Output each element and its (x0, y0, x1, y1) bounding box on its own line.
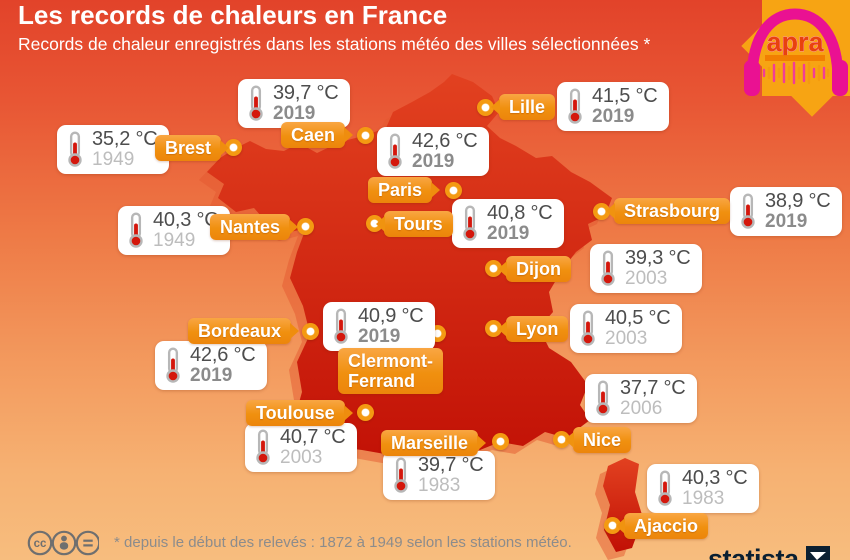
record-temp: 41,5 °C (592, 85, 658, 107)
thermometer-icon (568, 88, 582, 125)
record-card-brest: 35,2 °C 1949 (57, 125, 169, 174)
record-year: 2006 (620, 398, 663, 419)
city-dot-nantes (296, 217, 314, 235)
city-dot-paris (444, 181, 462, 199)
apra-tagline-bar (765, 55, 825, 61)
header: Les records de chaleurs en France Record… (18, 0, 651, 55)
cc-attribution-icon (51, 530, 77, 556)
record-card-lyon: 40,5 °C 2003 (570, 304, 682, 353)
city-label-ajaccio: Ajaccio (624, 513, 709, 540)
record-year: 2019 (190, 365, 233, 386)
record-temp: 40,9 °C (358, 305, 424, 327)
record-card-ajaccio: 40,3 °C 1983 (647, 464, 759, 513)
city-label-strasbourg: Strasbourg (614, 198, 731, 225)
record-card-caen: 39,7 °C 2019 (238, 79, 350, 128)
record-temp: 39,3 °C (625, 247, 691, 269)
city-label-dijon: Dijon (506, 256, 571, 283)
apra-logo: apra (741, 0, 850, 117)
record-year: 2019 (592, 106, 635, 127)
record-card-marseille: 39,7 °C 1983 (383, 451, 495, 500)
city-label-nantes: Nantes (210, 214, 291, 241)
city-dot-lille (476, 98, 494, 116)
city-label-nice: Nice (573, 427, 632, 454)
record-temp: 42,6 °C (190, 344, 256, 366)
city-label-marseille: Marseille (381, 430, 479, 457)
thermometer-icon (394, 457, 408, 494)
city-label-brest: Brest (155, 135, 222, 162)
record-card-tours: 40,8 °C 2019 (452, 199, 564, 248)
city-label-lyon: Lyon (506, 316, 569, 343)
record-year: 1949 (153, 230, 196, 251)
city-label-paris: Paris (368, 177, 433, 204)
record-card-toulouse: 40,7 °C 2003 (245, 423, 357, 472)
record-card-dijon: 39,3 °C 2003 (590, 244, 702, 293)
thermometer-icon (68, 131, 82, 168)
thermometer-icon (334, 308, 348, 345)
thermometer-icon (658, 470, 672, 507)
city-label-toulouse: Toulouse (246, 400, 345, 427)
record-year: 2003 (605, 328, 648, 349)
record-temp: 40,3 °C (153, 209, 219, 231)
cc-nd-icon (75, 530, 99, 556)
record-year: 2003 (280, 447, 323, 468)
record-card-paris: 42,6 °C 2019 (377, 127, 489, 176)
statista-logo: statista (708, 546, 830, 560)
thermometer-icon (463, 205, 477, 242)
record-card-lille: 41,5 °C 2019 (557, 82, 669, 131)
thermometer-icon (166, 347, 180, 384)
record-temp: 38,9 °C (765, 190, 831, 212)
headphones-icon (744, 8, 848, 96)
page-title: Les records de chaleurs en France (18, 0, 448, 30)
thermometer-icon (388, 133, 402, 170)
record-year: 2019 (358, 326, 401, 347)
waveform-icon (762, 61, 830, 85)
record-year: 1949 (92, 149, 135, 170)
thermometer-icon (249, 85, 263, 122)
cc-license-icon: cc (27, 530, 53, 556)
record-temp: 40,3 °C (682, 467, 748, 489)
city-label-lille: Lille (499, 94, 556, 121)
record-year: 2003 (625, 268, 668, 289)
footnote: * depuis le début des relevés : 1872 à 1… (114, 534, 572, 551)
record-temp: 40,8 °C (487, 202, 553, 224)
page-subtitle: Records de chaleur enregistrés dans les … (18, 34, 651, 55)
thermometer-icon (741, 193, 755, 230)
city-label-tours: Tours (384, 211, 453, 238)
city-dot-bordeaux (301, 322, 319, 340)
city-dot-marseille (491, 432, 509, 450)
license-icons: cc (27, 530, 99, 556)
thermometer-icon (596, 380, 610, 417)
city-dot-toulouse (356, 403, 374, 421)
record-year: 2019 (273, 103, 316, 124)
record-card-bordeaux: 42,6 °C 2019 (155, 341, 267, 390)
apra-wordmark: apra (766, 27, 824, 57)
record-temp: 35,2 °C (92, 128, 158, 150)
record-card-nice: 37,7 °C 2006 (585, 374, 697, 423)
record-temp: 42,6 °C (412, 130, 478, 152)
record-card-strasbourg: 38,9 °C 2019 (730, 187, 842, 236)
record-temp: 40,7 °C (280, 426, 346, 448)
record-year: 1983 (682, 488, 725, 509)
record-year: 2019 (487, 223, 530, 244)
record-year: 1983 (418, 475, 461, 496)
thermometer-icon (601, 250, 615, 287)
record-temp: 37,7 °C (620, 377, 686, 399)
svg-text:cc: cc (34, 538, 47, 550)
record-temp: 40,5 °C (605, 307, 671, 329)
thermometer-icon (129, 212, 143, 249)
statista-mark-icon (805, 546, 830, 560)
record-year: 2019 (765, 211, 808, 232)
statista-wordmark: statista (708, 544, 799, 560)
record-temp: 39,7 °C (273, 82, 339, 104)
city-label-bordeaux: Bordeaux (188, 318, 292, 345)
city-label-clermont-ferrand: Clermont- Ferrand (338, 348, 443, 395)
record-year: 2019 (412, 151, 455, 172)
city-dot-caen (356, 126, 374, 144)
record-card-clermont-ferrand: 40,9 °C 2019 (323, 302, 435, 351)
record-temp: 39,7 °C (418, 454, 484, 476)
city-label-caen: Caen (281, 122, 346, 149)
thermometer-icon (256, 429, 270, 466)
thermometer-icon (581, 310, 595, 347)
